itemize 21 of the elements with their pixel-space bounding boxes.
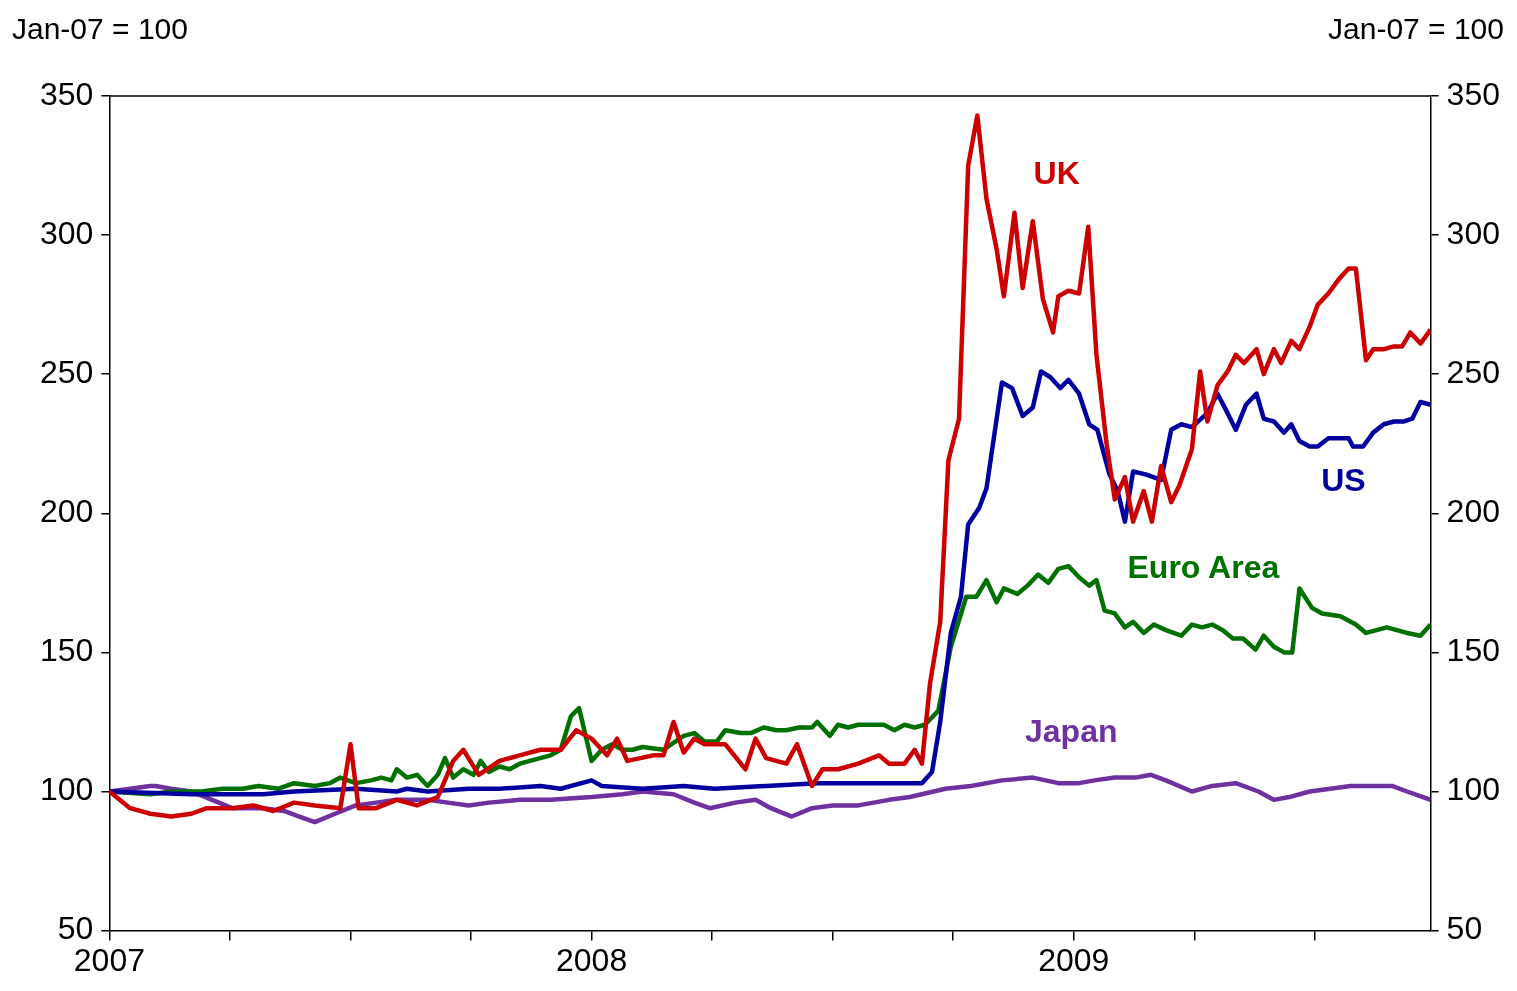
y2-tick-label: 200 bbox=[1446, 493, 1500, 530]
series-label: Japan bbox=[1025, 712, 1118, 749]
x-tick-label: 2009 bbox=[1038, 941, 1110, 978]
y2-tick-label: 100 bbox=[1446, 771, 1500, 808]
y2-tick-label: 50 bbox=[1446, 910, 1483, 947]
y2-tick-label: 300 bbox=[1446, 214, 1500, 251]
y-axis-title: Jan-07 = 100 bbox=[12, 12, 188, 46]
series-label: US bbox=[1321, 462, 1366, 499]
y2-tick-label: 350 bbox=[1446, 75, 1500, 112]
y2-axis-title: Jan-07 = 100 bbox=[1328, 12, 1504, 46]
x-tick-label: 2008 bbox=[555, 941, 628, 978]
y-tick-label: 150 bbox=[40, 632, 94, 669]
series-label: UK bbox=[1033, 155, 1080, 192]
y-tick-label: 200 bbox=[40, 493, 94, 530]
y-tick-label: 250 bbox=[40, 354, 94, 391]
y2-tick-label: 250 bbox=[1446, 354, 1500, 391]
y2-tick-label: 150 bbox=[1446, 632, 1500, 669]
y-tick-label: 350 bbox=[40, 75, 94, 112]
y-tick-label: 100 bbox=[40, 771, 94, 808]
y-tick-label: 300 bbox=[40, 214, 94, 251]
series-label: Euro Area bbox=[1127, 549, 1280, 586]
